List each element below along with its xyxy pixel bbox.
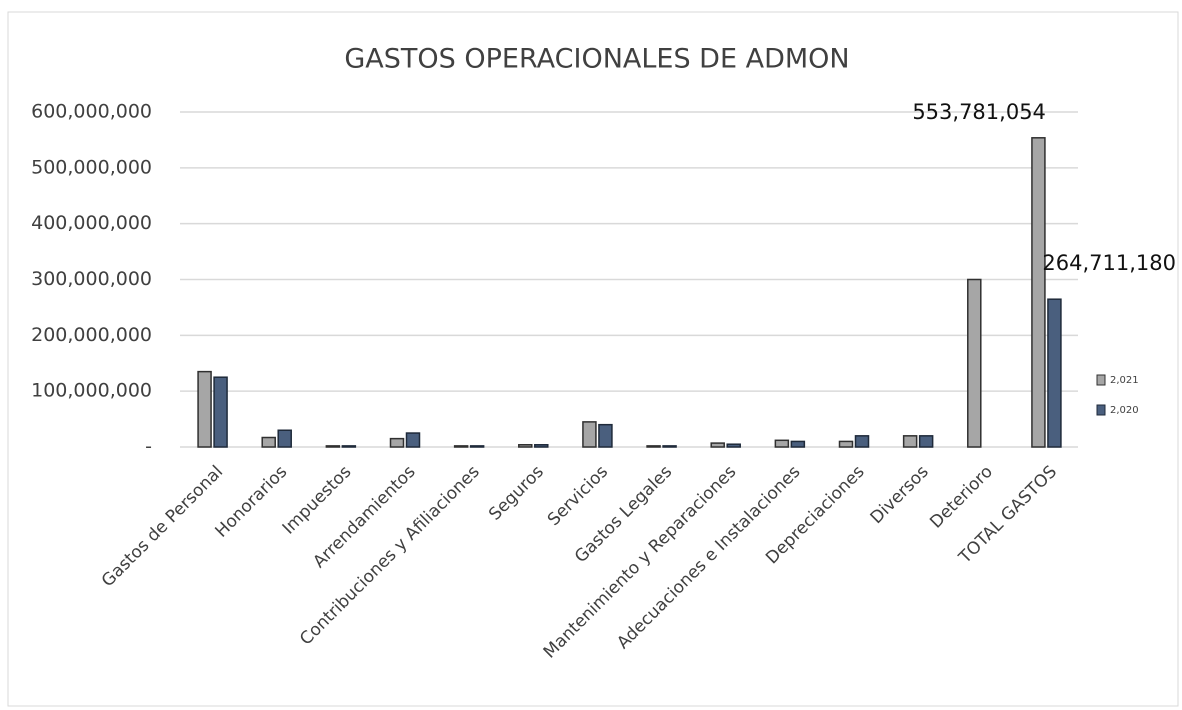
y-tick-label: 100,000,000 <box>31 380 152 402</box>
y-tick-label: - <box>145 436 152 458</box>
legend-label: 2,021 <box>1110 375 1139 386</box>
y-tick-label: 500,000,000 <box>31 156 152 178</box>
bar <box>518 444 533 448</box>
bar <box>598 423 613 448</box>
legend-label: 2,020 <box>1110 405 1139 416</box>
y-tick-label: 300,000,000 <box>31 268 152 290</box>
bar <box>261 436 276 448</box>
bar <box>277 429 292 448</box>
bar <box>790 440 806 448</box>
y-tick-label: 600,000,000 <box>31 101 152 123</box>
bar <box>213 376 228 448</box>
data-label: 264,711,180 <box>1042 251 1176 275</box>
chart-frame <box>7 11 1179 707</box>
bar <box>405 432 421 448</box>
bar <box>902 435 918 448</box>
bar <box>469 445 485 448</box>
bar <box>341 445 357 448</box>
bar <box>325 445 341 448</box>
bar <box>967 278 982 448</box>
bar <box>838 440 854 448</box>
bar <box>1047 298 1062 448</box>
bar <box>389 437 405 448</box>
data-label: 553,781,054 <box>912 100 1046 124</box>
bar <box>710 442 725 448</box>
bar <box>1031 137 1046 448</box>
bar <box>534 444 549 448</box>
chart-title: GASTOS OPERACIONALES DE ADMON <box>344 44 849 75</box>
y-tick-label: 400,000,000 <box>31 212 152 234</box>
bar <box>662 445 677 448</box>
bar <box>918 435 934 448</box>
legend-swatch <box>1096 374 1106 386</box>
bar <box>646 445 661 448</box>
bar <box>726 443 741 448</box>
bar <box>854 435 870 448</box>
bar <box>582 421 597 448</box>
y-tick-label: 200,000,000 <box>31 324 152 346</box>
bar <box>197 370 212 448</box>
bar <box>453 445 469 448</box>
bar <box>774 439 790 448</box>
legend-swatch <box>1096 404 1106 416</box>
